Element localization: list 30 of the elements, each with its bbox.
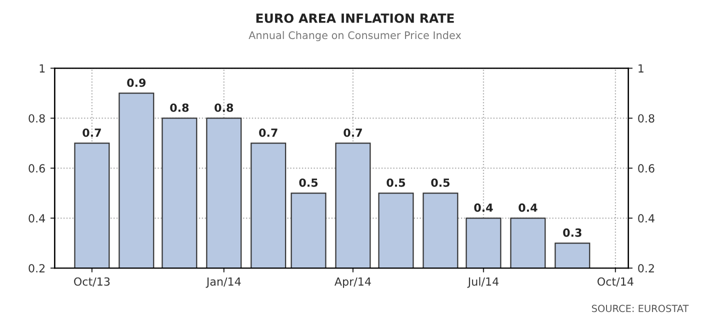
- data-label: 0.7: [82, 128, 101, 137]
- x-tick-label: Jan/14: [206, 277, 241, 288]
- data-label: 0.4: [518, 203, 538, 212]
- data-label: 0.5: [299, 178, 318, 187]
- y2-tick-label: 0.4: [638, 214, 654, 223]
- y2-tick-label: 0.6: [638, 164, 654, 173]
- y-tick-label: 0.8: [28, 114, 45, 123]
- data-label: 0.5: [386, 178, 406, 187]
- data-label: 0.7: [259, 128, 278, 137]
- chart-subtitle: Annual Change on Consumer Price Index: [248, 31, 462, 42]
- data-label: 0.8: [214, 103, 234, 112]
- x-tick-label: Oct/13: [74, 277, 110, 287]
- y-tick-label: 0.4: [28, 214, 46, 223]
- x-tick-label: Jul/14: [467, 277, 499, 288]
- x-tick-label: Apr/14: [334, 277, 371, 288]
- y-tick-label: 0.6: [28, 164, 45, 173]
- data-label: 0.3: [563, 228, 582, 237]
- y2-tick-label: 1: [638, 64, 644, 72]
- data-label: 0.9: [127, 78, 146, 87]
- data-label: 0.8: [170, 103, 189, 112]
- data-label: 0.7: [344, 128, 362, 137]
- data-label: 0.4: [474, 203, 493, 212]
- y-tick-label: 0.2: [28, 264, 45, 273]
- y2-tick-label: 0.2: [638, 264, 654, 273]
- data-label: 0.5: [431, 178, 450, 187]
- x-tick-label: Oct/14: [598, 277, 634, 287]
- y-tick-label: 1: [40, 64, 45, 72]
- chart-title: EURO AREA INFLATION RATE: [256, 13, 454, 23]
- y2-tick-label: 0.8: [638, 114, 654, 123]
- source-note: SOURCE: EUROSTAT: [592, 304, 689, 312]
